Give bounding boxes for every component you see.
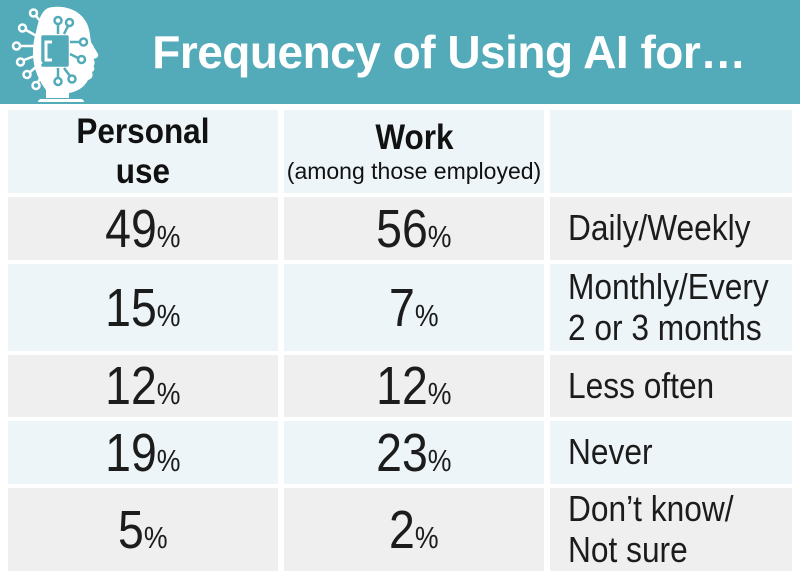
percent-value: 12%	[376, 356, 452, 416]
percent-value: 15%	[105, 277, 181, 338]
personal-value-cell: 15%	[8, 264, 278, 351]
column-header-work: Work (among those employed)	[284, 110, 544, 193]
work-value-cell: 7%	[284, 264, 544, 351]
personal-value-cell: 49%	[8, 197, 278, 260]
table-row: 12% 12% Less often	[8, 355, 792, 417]
percent-value: 23%	[376, 422, 452, 483]
category-label: Daily/Weekly	[568, 207, 751, 249]
percent-value: 56%	[376, 198, 452, 259]
percent-value: 2%	[389, 499, 439, 560]
work-value-cell: 2%	[284, 488, 544, 571]
percent-value: 19%	[105, 422, 181, 483]
category-label: Don’t know/ Not sure	[568, 487, 734, 570]
column-header-personal: Personal use	[8, 110, 278, 193]
percent-value: 49%	[105, 198, 181, 259]
frequency-table: Personal use Work (among those employed)…	[8, 110, 792, 571]
category-cell: Less often	[550, 355, 792, 417]
work-value-cell: 56%	[284, 197, 544, 260]
personal-value-cell: 5%	[8, 488, 278, 571]
work-value-cell: 12%	[284, 355, 544, 417]
percent-value: 5%	[118, 499, 168, 560]
work-header-label: Work	[374, 118, 454, 158]
category-label: Monthly/Every 2 or 3 months	[568, 265, 769, 348]
title-banner: Frequency of Using AI for…	[0, 0, 800, 104]
personal-value-cell: 19%	[8, 421, 278, 484]
work-value-cell: 23%	[284, 421, 544, 484]
slide-title: Frequency of Using AI for…	[152, 26, 746, 78]
category-label: Less often	[568, 364, 715, 406]
category-label: Never	[568, 431, 653, 473]
table-row: 19% 23% Never	[8, 421, 792, 484]
percent-value: 7%	[389, 277, 439, 338]
category-cell: Daily/Weekly	[550, 197, 792, 260]
table-header-row: Personal use Work (among those employed)	[8, 110, 792, 193]
personal-value-cell: 12%	[8, 355, 278, 417]
ai-head-icon	[11, 6, 99, 102]
category-cell: Never	[550, 421, 792, 484]
category-cell: Monthly/Every 2 or 3 months	[550, 264, 792, 351]
column-header-category	[550, 110, 792, 193]
table-row: 49% 56% Daily/Weekly	[8, 197, 792, 260]
category-cell: Don’t know/ Not sure	[550, 488, 792, 571]
percent-value: 12%	[105, 356, 181, 416]
ai-head-icon-box	[0, 0, 112, 104]
personal-header-label: Personal use	[76, 112, 210, 191]
table-row: 5% 2% Don’t know/ Not sure	[8, 488, 792, 571]
table-row: 15% 7% Monthly/Every 2 or 3 months	[8, 264, 792, 351]
work-header-sublabel: (among those employed)	[286, 158, 542, 185]
